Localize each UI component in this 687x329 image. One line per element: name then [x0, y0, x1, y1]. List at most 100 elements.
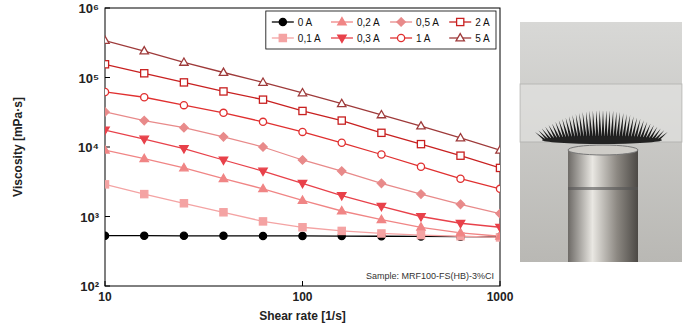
data-point: [140, 136, 148, 143]
x-tick-label: 1000: [487, 290, 514, 304]
data-point: [220, 232, 227, 239]
data-point: [417, 163, 424, 170]
legend-label: 0,2 A: [357, 17, 380, 28]
data-point: [377, 203, 385, 210]
y-tick-label: 10⁵: [78, 71, 99, 86]
photo-bg: [520, 22, 682, 262]
ferrofluid-spikes: [535, 110, 668, 140]
data-point: [219, 68, 227, 75]
data-point: [141, 191, 148, 198]
y-tick: [105, 77, 110, 78]
data-point: [457, 175, 464, 182]
data-point: [417, 122, 425, 129]
x-tick: [105, 281, 106, 286]
data-point: [105, 61, 109, 68]
data-point: [259, 96, 266, 103]
data-point: [180, 164, 188, 171]
plot-data: [105, 36, 500, 241]
data-point: [180, 123, 188, 131]
data-point: [180, 200, 187, 207]
magnet: [568, 150, 638, 262]
data-point: [417, 141, 424, 148]
data-point: [338, 99, 346, 106]
data-point: [105, 127, 109, 134]
data-point: [140, 116, 148, 124]
legend-marker: [457, 18, 464, 25]
data-point: [338, 207, 346, 214]
series-line: [105, 150, 500, 236]
data-point: [378, 230, 385, 237]
data-point: [496, 164, 500, 171]
y-tick: [105, 286, 110, 287]
data-point: [220, 109, 227, 116]
data-point: [219, 174, 227, 181]
data-point: [141, 70, 148, 77]
data-point: [496, 224, 500, 231]
data-point: [456, 220, 464, 227]
data-point: [338, 139, 345, 146]
data-point: [417, 231, 424, 238]
legend-marker: [338, 35, 346, 42]
data-point: [457, 152, 464, 159]
legend-label: 0,1 A: [298, 33, 321, 44]
data-point: [219, 157, 227, 164]
data-point: [338, 193, 346, 200]
data-point: [105, 146, 109, 153]
legend-marker: [456, 34, 464, 41]
y-tick-label: 10³: [80, 210, 99, 225]
x-tick: [302, 281, 303, 286]
x-axis-title: Shear rate [1/s]: [259, 309, 346, 323]
x-tick: [500, 281, 501, 286]
legend-marker: [397, 34, 404, 41]
legend-label: 2 A: [475, 17, 490, 28]
data-point: [299, 224, 306, 231]
data-point: [259, 118, 266, 125]
data-point: [180, 58, 188, 65]
data-point: [141, 94, 148, 101]
legend-box: [266, 11, 496, 49]
series-line: [105, 112, 500, 214]
data-point: [219, 133, 227, 141]
series-line: [105, 41, 500, 151]
legend-label: 0 A: [298, 17, 313, 28]
data-point: [105, 36, 109, 43]
ferrofluid-base: [542, 136, 662, 144]
data-point: [180, 146, 188, 153]
legend-marker: [279, 34, 286, 41]
data-point: [456, 200, 464, 208]
data-point: [298, 89, 306, 96]
y-axis-title: Viscosity [mPa·s]: [11, 97, 25, 197]
legend-label: 0,3 A: [357, 33, 380, 44]
data-point: [105, 108, 109, 116]
data-point: [259, 232, 266, 239]
data-point: [298, 196, 306, 203]
y-tick: [105, 216, 110, 217]
data-point: [378, 129, 385, 136]
data-point: [456, 229, 464, 236]
data-point: [338, 167, 346, 175]
data-point: [140, 47, 148, 54]
data-point: [417, 214, 425, 221]
data-point: [299, 107, 306, 114]
annotation: Sample: MRF100-FS(HB)-3%CI: [366, 271, 494, 281]
legend-label: 5 A: [475, 33, 490, 44]
data-point: [496, 185, 500, 192]
data-point: [259, 218, 266, 225]
data-point: [259, 143, 267, 151]
data-point: [338, 227, 345, 234]
data-point: [338, 117, 345, 124]
data-point: [180, 232, 187, 239]
data-point: [105, 88, 109, 95]
data-point: [105, 232, 109, 239]
data-point: [299, 128, 306, 135]
magnet-top: [568, 145, 638, 155]
data-point: [259, 78, 267, 85]
series-line: [105, 130, 500, 227]
data-point: [180, 102, 187, 109]
data-point: [141, 232, 148, 239]
data-point: [377, 215, 385, 222]
data-point: [220, 88, 227, 95]
data-point: [417, 223, 425, 230]
data-point: [299, 232, 306, 239]
glass-tube: [520, 84, 682, 142]
